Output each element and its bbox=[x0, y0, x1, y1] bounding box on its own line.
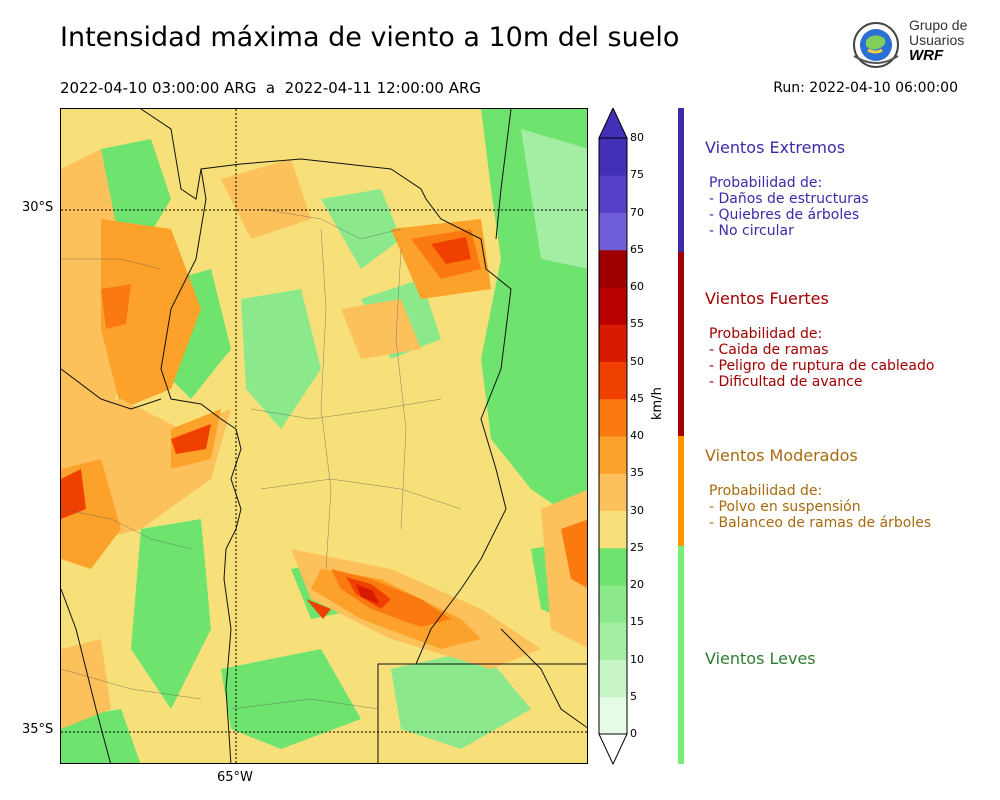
colorbar-extend-max bbox=[598, 106, 628, 139]
category-extreme: Vientos Extremos Probabilidad de: - Daño… bbox=[705, 138, 869, 239]
colorbar-bin bbox=[599, 287, 627, 325]
logo-text: Grupo de Usuarios WRF bbox=[909, 17, 968, 64]
colorbar-bin bbox=[599, 249, 627, 288]
colorbar-tick-label: 25 bbox=[630, 540, 644, 554]
band-strong bbox=[678, 252, 684, 436]
colorbar-tick-label: 0 bbox=[630, 727, 637, 740]
wrf-users-logo: Grupo de Usuarios WRF bbox=[848, 18, 978, 72]
lon-label-65w: 65°W bbox=[217, 770, 253, 785]
category-moderate: Vientos Moderados Probabilidad de: - Pol… bbox=[705, 446, 932, 531]
colorbar bbox=[598, 106, 658, 768]
category-extreme-title: Vientos Extremos bbox=[705, 138, 846, 157]
colorbar-frame bbox=[598, 137, 628, 735]
colorbar-scale bbox=[598, 106, 628, 766]
category-light: Vientos Leves bbox=[705, 649, 816, 668]
colorbar-bin bbox=[599, 510, 627, 549]
colorbar-extend-min bbox=[598, 733, 628, 766]
colorbar-tick-label: 35 bbox=[630, 466, 644, 480]
category-strong: Vientos Fuertes Probabilidad de: - Caida… bbox=[705, 289, 935, 390]
colorbar-bin bbox=[599, 585, 627, 623]
band-moderate bbox=[678, 436, 684, 546]
colorbar-bin bbox=[599, 175, 627, 213]
colorbar-tick-label: 60 bbox=[630, 280, 644, 293]
category-strong-title: Vientos Fuertes bbox=[705, 289, 829, 308]
colorbar-unit: km/h bbox=[650, 387, 665, 420]
colorbar-tick-label: 75 bbox=[630, 168, 644, 182]
colorbar-bin bbox=[599, 547, 627, 586]
colorbar-bin bbox=[599, 138, 627, 176]
colorbar-tick-label: 65 bbox=[630, 242, 644, 256]
colorbar-bin bbox=[599, 436, 627, 474]
forecast-period: 2022-04-10 03:00:00 ARG a 2022-04-11 12:… bbox=[60, 79, 482, 97]
colorbar-bin bbox=[599, 696, 627, 735]
wind-map bbox=[60, 108, 588, 764]
band-extreme bbox=[678, 108, 684, 252]
category-light-title: Vientos Leves bbox=[705, 649, 816, 668]
colorbar-bin bbox=[599, 659, 627, 698]
colorbar-bin bbox=[599, 212, 627, 251]
colorbar-tick-label: 70 bbox=[630, 205, 644, 219]
lat-label-35s: 35°S bbox=[22, 722, 54, 737]
globe-seal-icon bbox=[853, 22, 899, 68]
colorbar-tick-label: 10 bbox=[630, 652, 644, 666]
lat-label-30s: 30°S bbox=[22, 200, 54, 215]
colorbar-tick-label: 45 bbox=[630, 391, 644, 405]
colorbar-bin bbox=[599, 622, 627, 660]
colorbar-tick-label: 80 bbox=[630, 131, 644, 144]
colorbar-tick-label: 50 bbox=[630, 354, 644, 368]
colorbar-tick-label: 55 bbox=[630, 317, 644, 331]
run-time: Run: 2022-04-10 06:00:00 bbox=[773, 80, 958, 96]
band-light bbox=[678, 546, 684, 764]
colorbar-bin bbox=[599, 324, 627, 362]
colorbar-tick-label: 30 bbox=[630, 503, 644, 517]
colorbar-bin bbox=[599, 361, 627, 400]
colorbar-bin bbox=[599, 398, 627, 437]
chart-title: Intensidad máxima de viento a 10m del su… bbox=[60, 22, 680, 53]
colorbar-tick-label: 15 bbox=[630, 615, 644, 629]
colorbar-bin bbox=[599, 473, 627, 511]
wind-field-layer bbox=[61, 109, 587, 763]
colorbar-tick-label: 20 bbox=[630, 578, 644, 591]
colorbar-tick-label: 40 bbox=[630, 429, 644, 442]
colorbar-tick-label: 5 bbox=[630, 689, 637, 703]
category-moderate-title: Vientos Moderados bbox=[705, 446, 858, 465]
